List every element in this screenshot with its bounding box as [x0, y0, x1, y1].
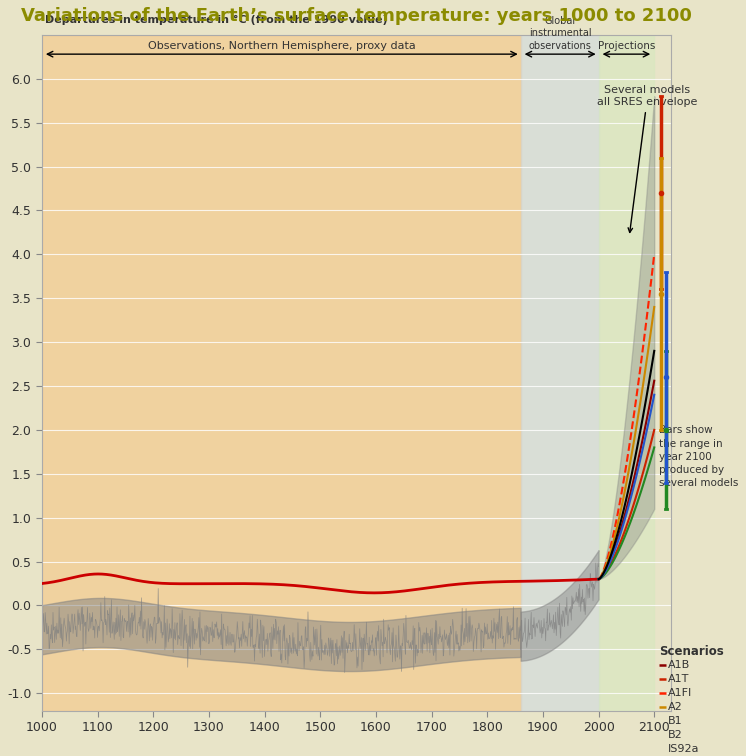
Text: Observations, Northern Hemisphere, proxy data: Observations, Northern Hemisphere, proxy…	[148, 41, 416, 51]
Text: A1T: A1T	[668, 674, 689, 684]
Bar	[521, 35, 598, 711]
Text: Departures in temperature in °C (from the 1990 value): Departures in temperature in °C (from th…	[45, 14, 388, 25]
Text: Bars show
the range in
year 2100
produced by
several models: Bars show the range in year 2100 produce…	[659, 426, 738, 488]
Text: Several models
all SRES envelope: Several models all SRES envelope	[598, 85, 698, 232]
Text: B1: B1	[668, 717, 683, 727]
Title: Variations of the Earth’s surface temperature: years 1000 to 2100: Variations of the Earth’s surface temper…	[21, 7, 692, 25]
Text: B2: B2	[668, 730, 683, 740]
Text: A1B: A1B	[668, 660, 690, 670]
Text: Global
instrumental
observations: Global instrumental observations	[529, 16, 592, 51]
Bar	[42, 35, 521, 711]
Text: A2: A2	[668, 702, 683, 712]
Text: Scenarios: Scenarios	[659, 645, 724, 658]
Text: A1FI: A1FI	[668, 688, 692, 699]
Text: IS92a: IS92a	[668, 745, 699, 754]
Bar	[598, 35, 654, 711]
Text: Projections: Projections	[598, 41, 655, 51]
